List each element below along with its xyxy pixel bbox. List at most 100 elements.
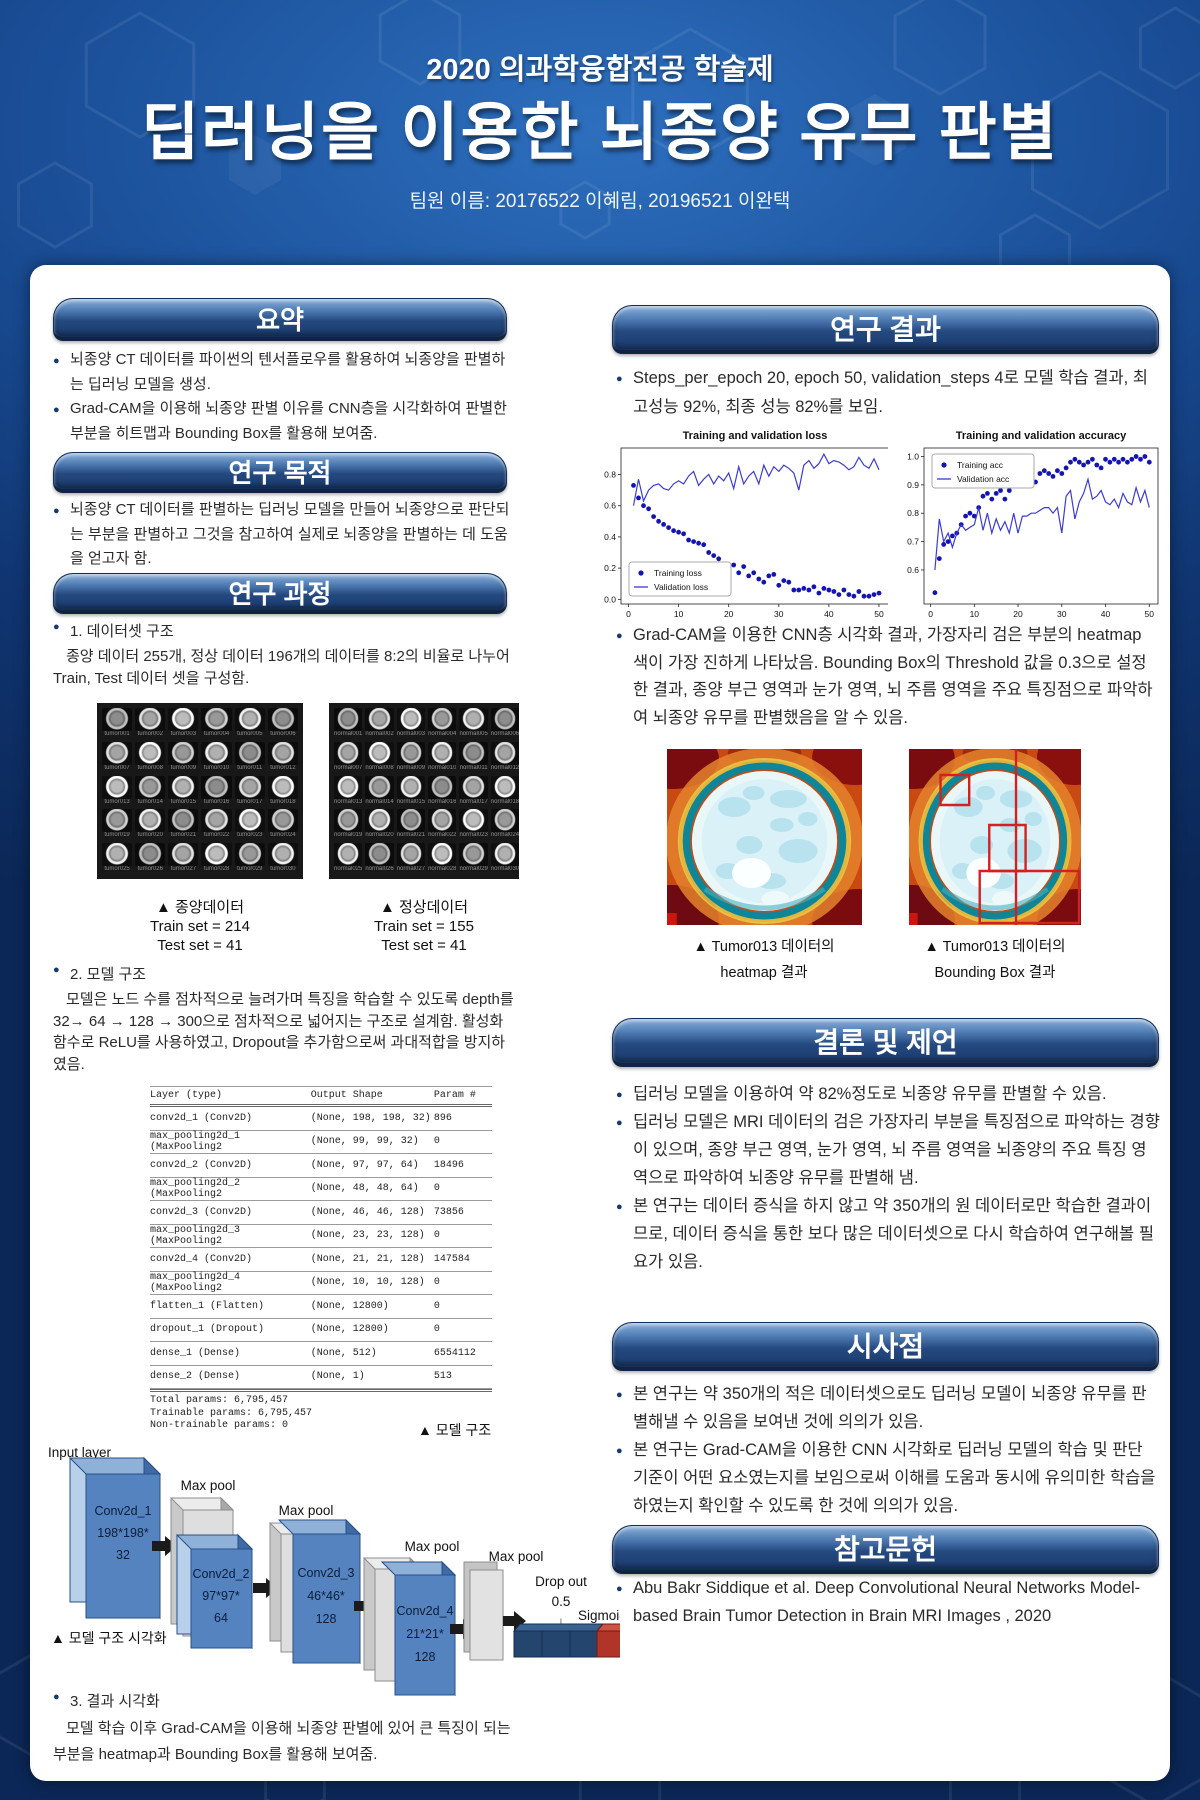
results-bullet: Steps_per_epoch 20, epoch 50, validation… bbox=[616, 364, 1161, 422]
ct-thumbnail: normal024 bbox=[490, 809, 520, 840]
maxpool4-block bbox=[463, 1561, 504, 1661]
svg-text:Validation acc: Validation acc bbox=[957, 474, 1010, 484]
ct-thumbnail: normal023 bbox=[459, 809, 488, 840]
ct-thumbnail: tumor017 bbox=[234, 775, 265, 807]
down-arrow-icon: ↓ bbox=[558, 1614, 565, 1629]
ct-thumbnail: tumor011 bbox=[234, 741, 265, 773]
ct-thumbnail: normal003 bbox=[396, 708, 426, 739]
ct-thumbnail: normal014 bbox=[365, 775, 394, 807]
test-set-count: Test set = 41 bbox=[157, 937, 243, 954]
arrow-icon bbox=[503, 1611, 526, 1631]
ct-thumbnail: normal020 bbox=[365, 809, 394, 840]
ct-thumbnail: normal008 bbox=[365, 741, 394, 773]
process-item3-body: 모델 학습 이후 Grad-CAM을 이용해 뇌종양 판별에 있어 큰 특징이 … bbox=[53, 1720, 511, 1763]
ct-thumbnail: tumor005 bbox=[234, 708, 265, 739]
ct-thumbnail: tumor026 bbox=[135, 843, 166, 874]
implications-bullet: 본 연구는 Grad-CAM을 이용한 CNN 시각화로 딥러닝 모델의 학습 … bbox=[616, 1436, 1161, 1520]
dense-bars bbox=[512, 1623, 620, 1658]
implications-bullets: 본 연구는 약 350개의 적은 데이터셋으로도 딥러닝 모델이 뇌종양 유무를… bbox=[616, 1380, 1161, 1520]
caption-line: Bounding Box 결과 bbox=[934, 965, 1056, 981]
section-header-conclusion: 결론 및 제언 bbox=[612, 1018, 1159, 1067]
maxpool-label: Max pool bbox=[489, 1549, 544, 1564]
svg-text:Training and validation loss: Training and validation loss bbox=[683, 430, 828, 442]
ct-thumbnail: normal026 bbox=[365, 843, 394, 874]
svg-text:97*97*: 97*97* bbox=[202, 1589, 240, 1603]
svg-text:128: 128 bbox=[316, 1612, 337, 1626]
gradcam-boundingbox-image bbox=[870, 729, 1118, 953]
svg-text:30: 30 bbox=[774, 609, 784, 619]
ct-thumbnail: tumor009 bbox=[168, 741, 199, 773]
model-table-caption: ▲ 모델 구조 bbox=[418, 1422, 492, 1438]
caption-line: ▲ Tumor013 데이터의 bbox=[693, 939, 835, 955]
purpose-bullets: 뇌종양 CT 데이터를 판별하는 딥러닝 모델을 만들어 뇌종양으로 판단되는 … bbox=[53, 498, 515, 572]
ct-thumbnail: normal012 bbox=[490, 741, 520, 773]
svg-text:50: 50 bbox=[1145, 609, 1155, 619]
ct-thumbnail: normal019 bbox=[334, 809, 363, 840]
process-item3-title: 3. 결과 시각화 bbox=[53, 1690, 160, 1711]
ct-thumbnail: tumor001 bbox=[102, 708, 133, 739]
results-bullet: Grad-CAM을 이용한 CNN층 시각화 결과, 가장자리 검은 부분의 h… bbox=[616, 622, 1161, 732]
svg-text:Validation loss: Validation loss bbox=[654, 582, 708, 592]
conv4-block: Conv2d_4 21*21* 128 bbox=[380, 1560, 457, 1697]
maxpool-label: Max pool bbox=[279, 1503, 334, 1518]
ct-thumbnail: tumor021 bbox=[168, 809, 199, 840]
ct-thumbnail: tumor023 bbox=[234, 809, 265, 840]
ct-thumbnail: normal028 bbox=[428, 843, 457, 874]
caption-line: ▲ Tumor013 데이터의 bbox=[924, 939, 1066, 955]
maxpool-label: Max pool bbox=[405, 1539, 460, 1554]
caption-line: ▲ 정상데이터 bbox=[379, 899, 468, 916]
svg-text:0.4: 0.4 bbox=[604, 532, 616, 542]
caption-line: heatmap 결과 bbox=[720, 965, 808, 981]
dropout-label: Drop out bbox=[535, 1574, 587, 1589]
ct-thumbnail: normal004 bbox=[428, 708, 457, 739]
section-header-process: 연구 과정 bbox=[53, 573, 507, 614]
svg-text:10: 10 bbox=[970, 609, 980, 619]
process-item2-body: 모델은 노드 수를 점차적으로 늘려가며 특징을 학습할 수 있도록 depth… bbox=[53, 991, 514, 1073]
sigmoid-label: Sigmoid bbox=[578, 1608, 620, 1623]
svg-text:1.0: 1.0 bbox=[907, 452, 919, 462]
ct-thumbnail: tumor012 bbox=[267, 741, 298, 773]
implications-bullet: 본 연구는 약 350개의 적은 데이터셋으로도 딥러닝 모델이 뇌종양 유무를… bbox=[616, 1380, 1161, 1436]
ct-thumbnail: tumor024 bbox=[267, 809, 298, 840]
conclusion-bullet: 본 연구는 데이터 증식을 하지 않고 약 350개의 원 데이터로만 학습한 … bbox=[616, 1192, 1161, 1276]
svg-text:128: 128 bbox=[415, 1650, 436, 1664]
svg-text:40: 40 bbox=[1101, 609, 1111, 619]
svg-text:0: 0 bbox=[626, 609, 631, 619]
summary-bullet: Grad-CAM을 이용해 뇌종양 판별 이유를 CNN층을 시각화하여 판별한… bbox=[53, 397, 515, 446]
ct-thumbnail: normal022 bbox=[428, 809, 457, 840]
ct-thumbnail: tumor028 bbox=[201, 843, 232, 874]
svg-text:64: 64 bbox=[214, 1611, 228, 1625]
ct-thumbnail: tumor010 bbox=[201, 741, 232, 773]
tumor-dataset-grid: tumor001 tumor002 tumor003 tumor004 tumor005… bbox=[97, 703, 303, 879]
reference-item: Abu Bakr Siddique et al. Deep Convolutio… bbox=[616, 1574, 1161, 1630]
svg-text:Conv2d_2: Conv2d_2 bbox=[193, 1567, 250, 1581]
model-architecture-diagram: Input layer Conv2d_1 198*198* 32 Max poo… bbox=[48, 1445, 620, 1697]
dropout-value: 0.5 bbox=[552, 1594, 571, 1609]
diagram-caption: ▲ 모델 구조 시각화 bbox=[51, 1630, 167, 1646]
ct-thumbnail: normal010 bbox=[428, 741, 457, 773]
svg-text:32: 32 bbox=[116, 1548, 130, 1562]
ct-thumbnail: tumor027 bbox=[168, 843, 199, 874]
event-title: 2020 의과학융합전공 학술제 bbox=[426, 54, 774, 86]
svg-text:40: 40 bbox=[824, 609, 834, 619]
boundingbox-figure-caption: ▲ Tumor013 데이터의 Bounding Box 결과 bbox=[875, 934, 1115, 986]
svg-text:Conv2d_4: Conv2d_4 bbox=[397, 1604, 454, 1618]
process-item1-body: 종양 데이터 255개, 정상 데이터 196개의 데이터를 8:2의 비율로 … bbox=[53, 648, 510, 687]
ct-thumbnail: normal002 bbox=[365, 708, 394, 739]
ct-thumbnail: tumor016 bbox=[201, 775, 232, 807]
conv2-block: Conv2d_2 97*97* 64 bbox=[175, 1533, 254, 1650]
ct-thumbnail: tumor007 bbox=[102, 741, 133, 773]
ct-thumbnail: tumor003 bbox=[168, 708, 199, 739]
svg-text:0.6: 0.6 bbox=[604, 501, 616, 511]
svg-text:0: 0 bbox=[928, 609, 933, 619]
caption-line: ▲ 종양데이터 bbox=[155, 899, 244, 916]
svg-text:0.8: 0.8 bbox=[604, 470, 616, 480]
conclusion-bullets: 딥러닝 모델을 이용하여 약 82%정도로 뇌종양 유무를 판별할 수 있음. … bbox=[616, 1080, 1161, 1276]
ct-thumbnail: tumor013 bbox=[102, 775, 133, 807]
ct-thumbnail: tumor020 bbox=[135, 809, 166, 840]
svg-text:30: 30 bbox=[1057, 609, 1067, 619]
svg-text:21*21*: 21*21* bbox=[406, 1627, 444, 1641]
ct-thumbnail: tumor004 bbox=[201, 708, 232, 739]
svg-text:Conv2d_3: Conv2d_3 bbox=[298, 1566, 355, 1580]
conclusion-bullet: 딥러닝 모델을 이용하여 약 82%정도로 뇌종양 유무를 판별할 수 있음. bbox=[616, 1080, 1161, 1109]
